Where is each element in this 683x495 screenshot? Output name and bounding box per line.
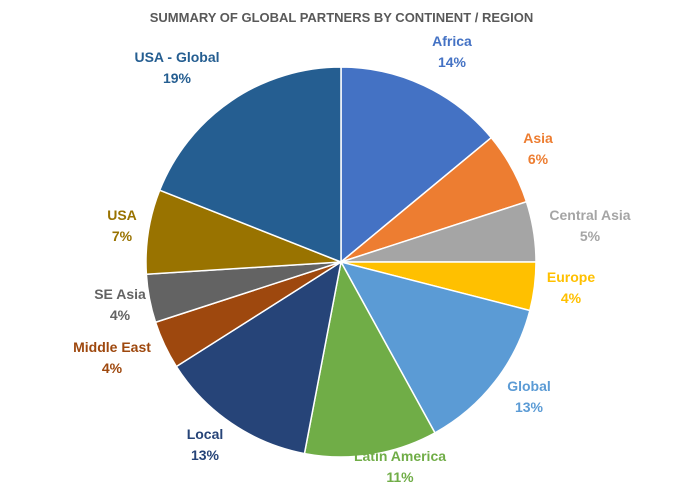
slice-label-percent: 7% xyxy=(112,228,133,244)
slice-label-usa-global: USA - Global 19% xyxy=(134,49,219,86)
pie-slices xyxy=(145,66,537,458)
slice-label-latin-america: Latin America 11% xyxy=(354,448,446,485)
slice-label-usa: USA 7% xyxy=(107,207,137,244)
slice-label-se-asia: SE Asia 4% xyxy=(94,286,146,323)
slice-label-percent: 13% xyxy=(191,447,220,463)
slice-label-local: Local 13% xyxy=(187,426,224,463)
slice-label-percent: 14% xyxy=(438,54,467,70)
slice-label-percent: 5% xyxy=(580,228,601,244)
pie-slice-usa-global xyxy=(158,66,342,264)
slice-label-percent: 13% xyxy=(515,399,544,415)
pie-slice-local xyxy=(175,260,343,455)
slice-label-percent: 4% xyxy=(110,307,131,323)
slice-label-percent: 19% xyxy=(163,70,192,86)
pie-slice-global xyxy=(339,260,531,434)
slice-label-percent: 4% xyxy=(102,360,123,376)
slice-label-name: Global xyxy=(507,378,551,394)
slice-label-europe: Europe 4% xyxy=(547,269,595,306)
slice-label-name: USA xyxy=(107,207,137,223)
slice-label-global: Global 13% xyxy=(507,378,551,415)
slice-label-name: Europe xyxy=(547,269,595,285)
slice-label-name: SE Asia xyxy=(94,286,146,302)
pie-slice-africa xyxy=(340,66,493,264)
slice-label-name: Asia xyxy=(523,130,553,146)
slice-label-name: Middle East xyxy=(73,339,151,355)
slice-label-percent: 11% xyxy=(386,469,414,485)
slice-label-name: Latin America xyxy=(354,448,446,464)
pie-labels: Africa 14% Asia 6% Central Asia 5% Europe 4% Glo… xyxy=(73,33,631,485)
slice-label-name: Africa xyxy=(432,33,472,49)
pie-slice-latin-america xyxy=(303,259,436,458)
slice-label-name: USA - Global xyxy=(134,49,219,65)
slice-label-asia: Asia 6% xyxy=(523,130,553,167)
slice-label-africa: Africa 14% xyxy=(432,33,472,70)
slice-label-name: Central Asia xyxy=(549,207,630,223)
slice-label-middle-east: Middle East 4% xyxy=(73,339,151,376)
slice-label-percent: 4% xyxy=(561,290,582,306)
slice-label-name: Local xyxy=(187,426,224,442)
chart-title: SUMMARY OF GLOBAL PARTNERS BY CONTINENT … xyxy=(149,10,534,25)
slice-label-percent: 6% xyxy=(528,151,549,167)
slice-label-central-asia: Central Asia 5% xyxy=(549,207,630,244)
